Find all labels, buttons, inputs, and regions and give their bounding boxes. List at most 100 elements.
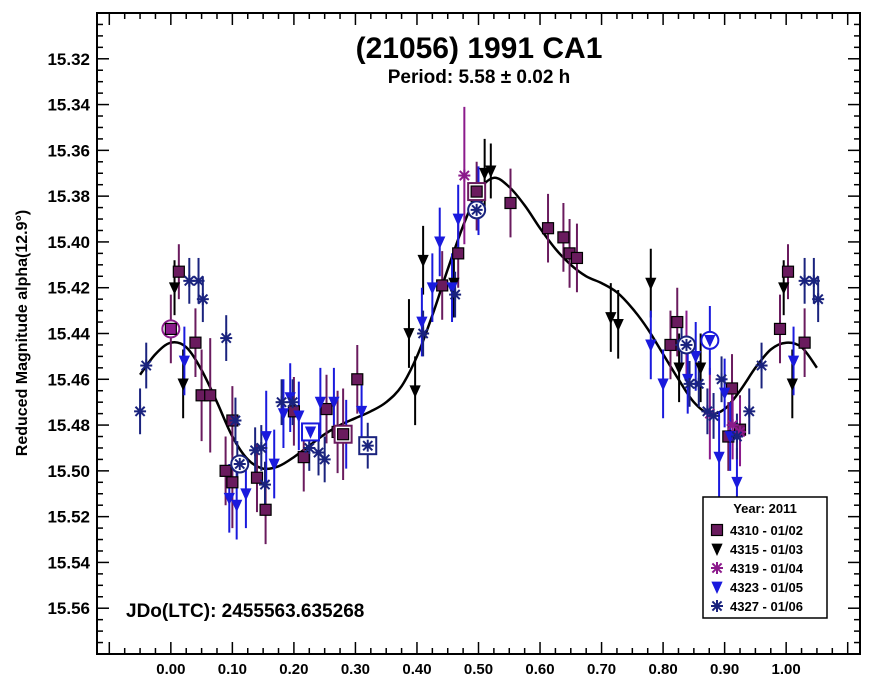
legend-box [702,496,828,619]
data-point [409,385,421,398]
y-axis-label: Reduced Magnitude alpha(12.9°) [14,210,31,456]
y-tick-label: 15.40 [47,233,90,252]
data-point [268,458,280,471]
y-tick-label: 15.34 [47,96,90,115]
x-tick-label: 0.50 [464,661,493,678]
data-point [177,378,189,391]
legend-marker [711,581,723,594]
data-point [328,396,340,410]
data-point [229,414,242,427]
y-tick-label: 15.54 [47,553,90,572]
legend-label: 4327 - 01/06 [730,599,803,614]
data-point [719,387,731,400]
data-point [715,373,728,386]
boxed-point-marker [470,185,483,198]
circled-point-marker [233,457,246,470]
data-point [798,336,811,349]
data-point [692,377,705,390]
data-point [303,441,316,454]
data-point [446,282,458,295]
data-point [314,396,326,410]
legend-marker [711,562,723,574]
data-point [260,431,272,444]
data-point [683,377,696,390]
chart-title: (21056) 1991 CA1 [356,32,603,65]
data-point [570,251,584,265]
x-tick-label: 1.00 [772,661,801,678]
data-point [417,254,429,268]
error-bars [139,106,820,545]
legend-items: 4310 - 01/02 4315 - 01/03 4319 - 01/04 4323… [710,523,804,614]
data-point [351,373,364,386]
data-point [695,362,707,375]
data-point [320,402,333,416]
data-point [485,165,497,178]
x-tick-labels: 0.00 0.10 0.20 0.30 0.40 0.50 0.60 0.70 0.80 0.90… [156,661,801,678]
data-point [426,282,438,295]
data-point [168,282,181,295]
data-point [318,453,331,466]
data-point [557,231,570,244]
data-point [134,405,147,418]
x-tick-label: 0.20 [279,661,308,678]
data-point [458,169,471,182]
y-tick-label: 15.46 [47,370,90,389]
circled-point-marker [470,203,483,216]
data-point [671,315,684,329]
data-point [504,196,517,210]
data-point [255,441,268,454]
data-point [434,236,446,249]
data-point [605,312,617,325]
data-point [286,396,299,409]
data-point [258,478,271,491]
data-point [755,359,768,372]
data-point [416,316,428,330]
data-point [657,378,669,391]
data-point [701,405,714,418]
data-point [743,405,756,418]
data-point [220,332,233,345]
y-tick-label: 15.38 [47,187,90,206]
data-point [449,288,462,301]
jd-annotation: JDo(LTC): 2455563.635268 [126,601,364,622]
data-point [240,488,252,501]
circled-point-marker [164,322,177,336]
data-point [645,277,657,291]
legend-label: 4323 - 01/05 [730,580,803,595]
axis-ticks [97,12,860,655]
data-point [223,492,235,506]
data-point [726,419,739,432]
data-point [355,405,368,419]
y-tick-labels: 15.32 15.34 15.36 15.38 15.40 15.42 15.44 15.46… [47,50,90,618]
legend-title: Year: 2011 [733,501,797,516]
data-point [436,279,449,292]
data-point [541,222,555,235]
data-point [417,327,430,340]
x-tick-label: 0.00 [156,661,185,678]
data-point [673,362,685,375]
x-tick-label: 0.30 [341,661,370,678]
y-tick-label: 15.44 [47,325,90,344]
data-point [452,213,464,227]
boxed-point-marker [361,439,374,452]
data-point [226,476,239,489]
x-tick-label: 0.10 [218,661,247,678]
data-point [231,499,243,513]
data-point [690,350,702,364]
legend-label: 4319 - 01/04 [730,561,804,576]
y-tick-label: 15.36 [47,141,90,160]
chart-subtitle: Period: 5.58 ± 0.02 h [388,67,571,88]
x-tick-label: 0.70 [587,661,616,678]
data-point [479,167,491,181]
data-point [612,318,624,332]
data-point [140,359,153,372]
y-tick-label: 15.56 [47,599,90,618]
y-tick-label: 15.42 [47,279,90,298]
data-point [781,265,795,278]
data-point [172,265,185,278]
data-point [196,293,209,306]
data-point [178,355,190,368]
data-point [773,322,787,336]
data-point [403,328,415,341]
